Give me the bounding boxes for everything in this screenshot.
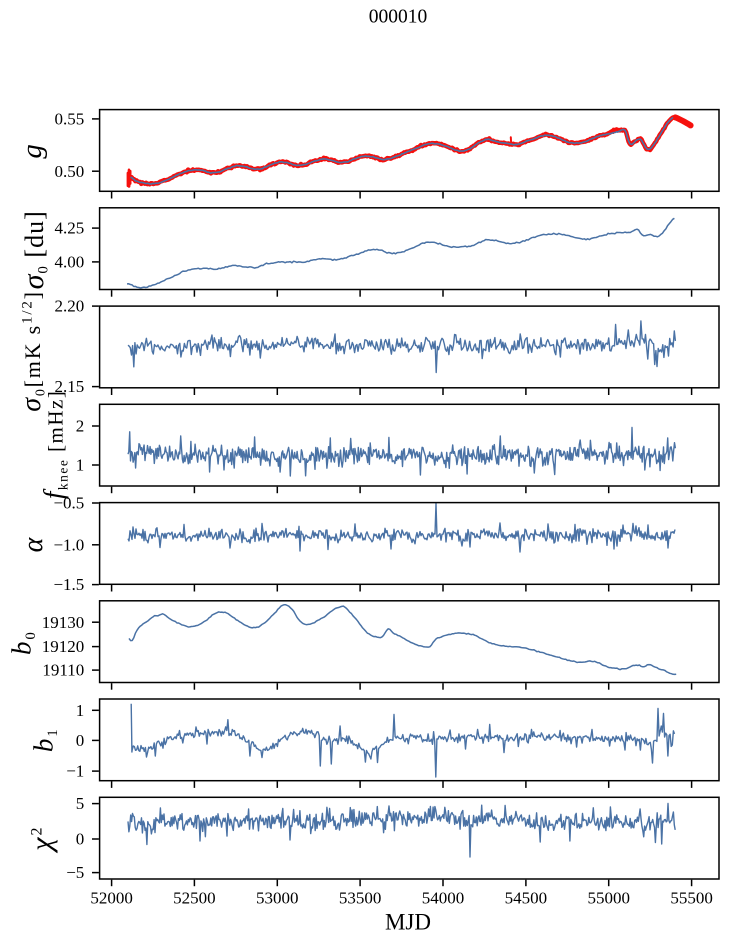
svg-text:2.15: 2.15 [55, 377, 85, 396]
svg-text:53500: 53500 [339, 888, 382, 907]
svg-text:−0.5: −0.5 [53, 494, 84, 513]
svg-text:χ2: χ2 [25, 827, 58, 853]
svg-text:σ0[mK s1/2]: σ0[mK s1/2] [16, 290, 49, 412]
svg-text:52500: 52500 [173, 888, 216, 907]
svg-text:5: 5 [76, 794, 85, 813]
svg-text:0.55: 0.55 [55, 110, 85, 129]
svg-text:0: 0 [76, 731, 85, 750]
svg-text:α: α [18, 536, 49, 552]
svg-text:1: 1 [76, 701, 85, 720]
svg-text:1: 1 [76, 456, 85, 475]
svg-text:53000: 53000 [256, 888, 299, 907]
svg-text:2.20: 2.20 [55, 297, 85, 316]
svg-text:MJD: MJD [385, 909, 431, 934]
svg-text:b0: b0 [7, 632, 40, 655]
svg-text:σ0 [du]: σ0 [du] [17, 210, 52, 289]
svg-text:fknee [mHz]: fknee [mHz] [38, 390, 70, 500]
svg-text:−1.0: −1.0 [53, 535, 84, 554]
svg-text:4.25: 4.25 [55, 219, 85, 238]
svg-text:−5: −5 [66, 863, 84, 882]
svg-text:0.50: 0.50 [55, 162, 85, 181]
svg-text:000010: 000010 [369, 7, 428, 28]
svg-text:54500: 54500 [505, 888, 548, 907]
svg-text:52000: 52000 [90, 888, 133, 907]
svg-text:b1: b1 [29, 729, 62, 752]
svg-text:−1: −1 [66, 762, 84, 781]
svg-text:19120: 19120 [42, 637, 85, 656]
svg-text:2: 2 [76, 417, 85, 436]
svg-text:−1.5: −1.5 [53, 575, 84, 594]
svg-text:0: 0 [76, 830, 85, 849]
svg-text:55500: 55500 [670, 888, 713, 907]
svg-text:4.00: 4.00 [55, 253, 85, 272]
svg-text:g: g [16, 144, 48, 159]
svg-text:55000: 55000 [587, 888, 630, 907]
svg-text:19110: 19110 [42, 661, 84, 680]
svg-text:19130: 19130 [42, 613, 85, 632]
svg-text:54000: 54000 [422, 888, 465, 907]
